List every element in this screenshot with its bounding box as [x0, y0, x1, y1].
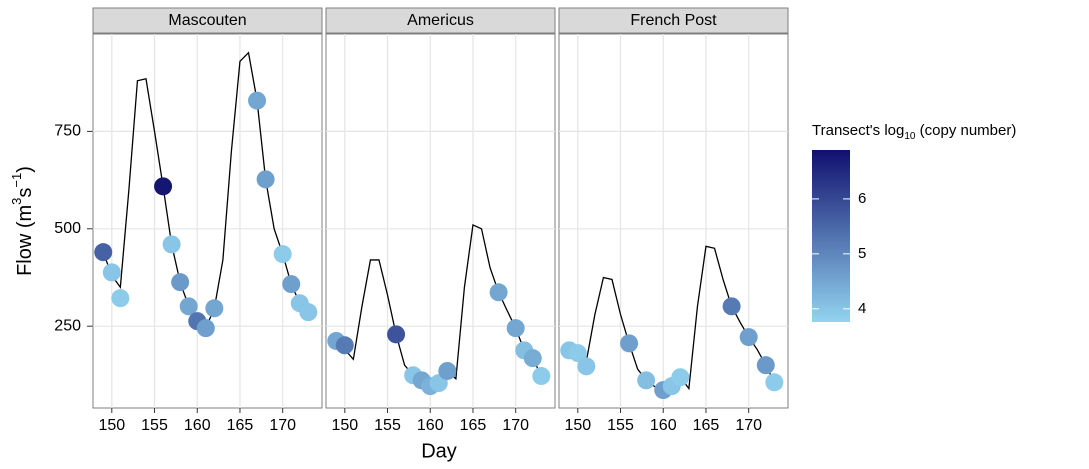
panel-title: Mascouten [168, 12, 246, 29]
x-tick-label: 150 [98, 417, 125, 434]
point [102, 263, 121, 282]
x-tick-label: 155 [374, 417, 401, 434]
point [273, 245, 292, 264]
point [179, 297, 198, 316]
point [671, 368, 690, 387]
point [756, 356, 775, 375]
x-tick-label: 155 [607, 417, 634, 434]
y-label-part: s [14, 188, 36, 198]
point [532, 367, 551, 386]
panel [92, 33, 323, 409]
panel [558, 33, 789, 409]
y-tick-label: 500 [54, 220, 81, 237]
point [765, 373, 784, 392]
panel-title: French Post [630, 12, 717, 29]
x-axis-label: Day [421, 440, 457, 462]
point [438, 361, 457, 380]
point [162, 235, 181, 254]
point [111, 289, 130, 308]
point [205, 299, 224, 318]
x-tick-label: 160 [417, 417, 444, 434]
x-tick-label: 160 [184, 417, 211, 434]
point [577, 357, 596, 376]
panel-title: Americus [407, 12, 474, 29]
point [489, 283, 508, 302]
point [299, 303, 318, 322]
y-tick-label: 750 [54, 123, 81, 140]
point [248, 91, 267, 110]
x-tick-label: 170 [735, 417, 762, 434]
legend-title-part: 10 [904, 131, 916, 142]
colorbar-tick-label: 4 [858, 300, 866, 317]
x-tick-label: 165 [227, 417, 254, 434]
legend-title: Transect's log10 (copy number) [812, 122, 1016, 142]
y-label-part: −1 [9, 173, 24, 188]
point [568, 344, 587, 363]
x-tick-label: 160 [650, 417, 677, 434]
strip [92, 7, 323, 34]
point [94, 243, 113, 262]
point [506, 319, 525, 338]
legend-title-part: Transect's log [812, 122, 904, 139]
x-tick-label: 170 [269, 417, 296, 434]
x-tick-label: 165 [693, 417, 720, 434]
point [154, 177, 173, 196]
point [335, 336, 354, 355]
x-tick-label: 165 [460, 417, 487, 434]
strip [325, 7, 556, 34]
colorbar [812, 150, 850, 322]
point [256, 170, 275, 189]
colorbar-tick-label: 5 [858, 245, 866, 262]
y-label-part: ) [14, 166, 36, 173]
strip [558, 7, 789, 34]
y-tick-label: 250 [54, 317, 81, 334]
x-tick-label: 150 [564, 417, 591, 434]
y-axis-label: Flow (m3s−1) [9, 166, 36, 276]
point [523, 349, 542, 368]
point [196, 319, 215, 338]
legend-title-part: (copy number) [915, 122, 1016, 139]
point [722, 297, 741, 316]
y-label-part: Flow (m [14, 205, 36, 276]
point [387, 325, 406, 344]
x-tick-label: 170 [502, 417, 529, 434]
point [637, 371, 656, 390]
x-tick-label: 150 [331, 417, 358, 434]
y-label-part: 3 [9, 198, 24, 205]
x-tick-label: 155 [141, 417, 168, 434]
point [171, 273, 190, 292]
point [739, 328, 758, 347]
point [620, 334, 639, 353]
point [282, 275, 301, 294]
colorbar-tick-label: 6 [858, 190, 866, 207]
